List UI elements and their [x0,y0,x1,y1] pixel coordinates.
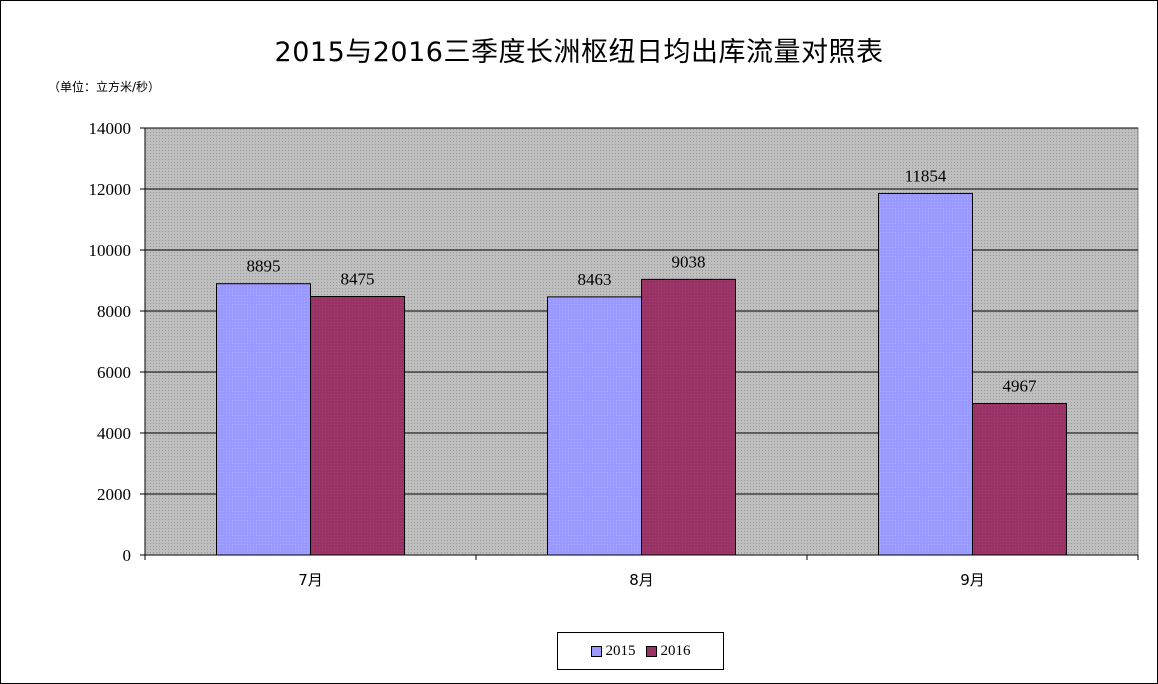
data-label: 9038 [672,252,706,271]
data-label: 11854 [905,166,947,185]
y-tick-label: 10000 [89,241,132,260]
bar-2015-2 [878,192,973,556]
bar-2016-1 [641,278,736,556]
legend-label-2015: 2015 [605,642,636,659]
data-label: 8475 [341,270,375,289]
legend-item-2016: 2016 [645,642,691,660]
x-tick-label: 7月 [298,571,323,589]
bar-2015-0 [216,283,311,556]
y-tick-label: 8000 [97,302,131,321]
legend-item-2015: 2015 [590,642,636,660]
legend: 2015 2016 [557,632,724,670]
bar-2016-2 [972,403,1067,556]
y-tick-label: 2000 [97,485,131,504]
legend-swatch-2015 [590,645,602,657]
legend-label-2016: 2016 [660,642,691,659]
bar-2016-0 [310,296,405,556]
x-tick-label: 8月 [629,571,654,589]
chart-title: 2015与2016三季度长洲枢纽日均出库流量对照表 [274,37,884,68]
data-label: 8463 [578,270,612,289]
data-label: 4967 [1003,377,1038,396]
bar-2015-1 [547,296,642,556]
unit-note: （单位：立方米/秒） [48,80,161,94]
x-tick-label: 9月 [960,571,985,589]
y-tick-label: 0 [123,546,132,565]
y-tick-label: 14000 [89,119,132,138]
y-tick-label: 12000 [89,180,132,199]
y-tick-label: 6000 [97,363,131,382]
legend-swatch-2016 [645,645,657,657]
data-label: 8895 [247,257,281,276]
y-tick-label: 4000 [97,424,131,443]
